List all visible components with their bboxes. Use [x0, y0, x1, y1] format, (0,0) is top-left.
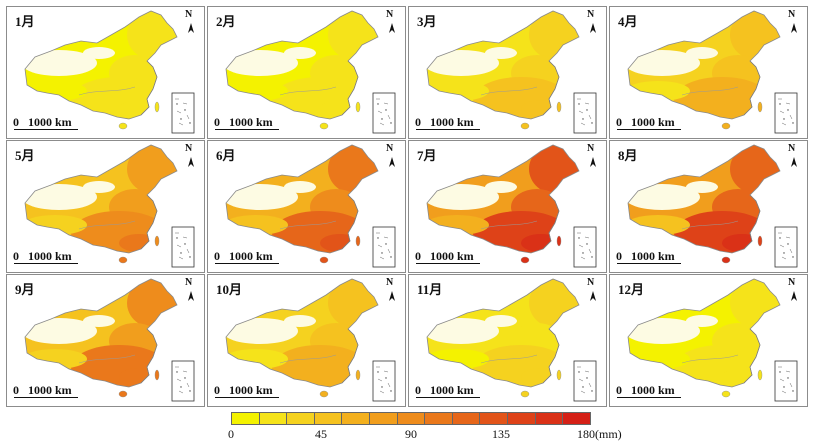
scale-bar — [617, 129, 681, 130]
month-label: 8月 — [618, 148, 638, 163]
legend-tick-label: 180(mm) — [577, 427, 622, 441]
month-label: 5月 — [15, 148, 35, 163]
north-arrow-label: N — [788, 143, 796, 154]
legend-tick-label: 45 — [315, 427, 327, 441]
north-arrow-label: N — [386, 9, 394, 20]
month-label: 3月 — [417, 14, 437, 29]
scale-bar-label: 0 1000 km — [13, 115, 72, 129]
scale-bar-label: 0 1000 km — [415, 115, 474, 129]
legend-color-swatch — [508, 413, 536, 424]
scale-bar-label: 0 1000 km — [616, 383, 675, 397]
scale-bar — [416, 397, 480, 398]
north-arrow-label: N — [587, 143, 595, 154]
month-map-panel: 11月 N 0 1000 km — [408, 274, 607, 407]
scale-bar-label: 0 1000 km — [214, 249, 273, 263]
scale-bar-label: 0 1000 km — [616, 249, 675, 263]
month-label: 1月 — [15, 14, 35, 29]
scale-bar-label: 0 1000 km — [214, 383, 273, 397]
month-map-panel: 10月 N 0 1000 km — [207, 274, 406, 407]
legend-color-swatch — [452, 413, 481, 424]
legend-tick-label: 90 — [405, 427, 417, 441]
legend-color-swatch — [563, 413, 590, 424]
month-map-panel: 12月 N 0 1000 km — [609, 274, 808, 407]
north-arrow-label: N — [788, 277, 796, 288]
scale-bar — [617, 397, 681, 398]
north-arrow-label: N — [386, 277, 394, 288]
legend-color-swatch — [287, 413, 315, 424]
month-label: 11月 — [417, 282, 443, 297]
china-map — [426, 278, 597, 402]
north-arrow-label: N — [386, 143, 394, 154]
month-map-panel: 5月 N 0 1000 km — [6, 140, 205, 273]
legend-color-swatch — [342, 413, 371, 424]
north-arrow-label: N — [185, 277, 193, 288]
month-label: 9月 — [15, 282, 35, 297]
month-label: 7月 — [417, 148, 437, 163]
north-arrow-label: N — [587, 277, 595, 288]
legend-color-swatch — [480, 413, 509, 424]
scale-bar — [14, 397, 78, 398]
legend-color-ramp — [231, 412, 591, 425]
china-map — [225, 10, 396, 134]
month-map-panel: 2月 N 0 1000 km — [207, 6, 406, 139]
month-map-panel: 1月 N 0 1000 km — [6, 6, 205, 139]
scale-bar — [14, 129, 78, 130]
scale-bar-label: 0 1000 km — [415, 383, 474, 397]
scale-bar — [617, 263, 681, 264]
scale-bar-label: 0 1000 km — [415, 249, 474, 263]
month-label: 6月 — [216, 148, 236, 163]
month-map-panel: 7月 N 0 1000 km — [408, 140, 607, 273]
china-map — [24, 278, 195, 402]
china-map — [24, 144, 195, 268]
scale-bar — [416, 263, 480, 264]
china-map — [627, 144, 798, 268]
month-label: 12月 — [618, 282, 645, 297]
legend-color-swatch — [314, 413, 343, 424]
scale-bar-label: 0 1000 km — [214, 115, 273, 129]
scale-bar-label: 0 1000 km — [13, 249, 72, 263]
month-map-panel: 4月 N 0 1000 km — [609, 6, 808, 139]
legend-color-swatch — [259, 413, 288, 424]
month-label: 4月 — [618, 14, 638, 29]
legend-ticks: 0 45 90 135 180(mm) — [228, 425, 622, 441]
north-arrow-label: N — [788, 9, 796, 20]
scale-bar — [215, 129, 279, 130]
scale-bar-label: 0 1000 km — [13, 383, 72, 397]
map-grid: 1月 N 0 1000 km 2月 N 0 1000 km 3月 N 0 1000 km 4月 N 0… — [6, 6, 808, 408]
china-map — [24, 10, 195, 134]
china-map — [426, 144, 597, 268]
scale-bar — [14, 263, 78, 264]
month-map-panel: 6月 N 0 1000 km — [207, 140, 406, 273]
north-arrow-label: N — [587, 9, 595, 20]
china-map — [225, 278, 396, 402]
legend-color-swatch — [397, 413, 426, 424]
legend: 0 45 90 135 180(mm) — [228, 412, 622, 441]
legend-color-swatch — [425, 413, 453, 424]
china-map — [426, 10, 597, 134]
china-map — [225, 144, 396, 268]
legend-color-swatch — [370, 413, 398, 424]
month-map-panel: 3月 N 0 1000 km — [408, 6, 607, 139]
china-map — [627, 10, 798, 134]
legend-tick-label: 0 — [228, 427, 234, 441]
month-map-panel: 8月 N 0 1000 km — [609, 140, 808, 273]
north-arrow-label: N — [185, 9, 193, 20]
scale-bar-label: 0 1000 km — [616, 115, 675, 129]
north-arrow-label: N — [185, 143, 193, 154]
month-map-panel: 9月 N 0 1000 km — [6, 274, 205, 407]
legend-tick-label: 135 — [492, 427, 510, 441]
scale-bar — [416, 129, 480, 130]
month-label: 10月 — [216, 282, 243, 297]
scale-bar — [215, 397, 279, 398]
legend-color-swatch — [232, 413, 260, 424]
scale-bar — [215, 263, 279, 264]
china-map — [627, 278, 798, 402]
legend-color-swatch — [535, 413, 564, 424]
month-label: 2月 — [216, 14, 236, 29]
